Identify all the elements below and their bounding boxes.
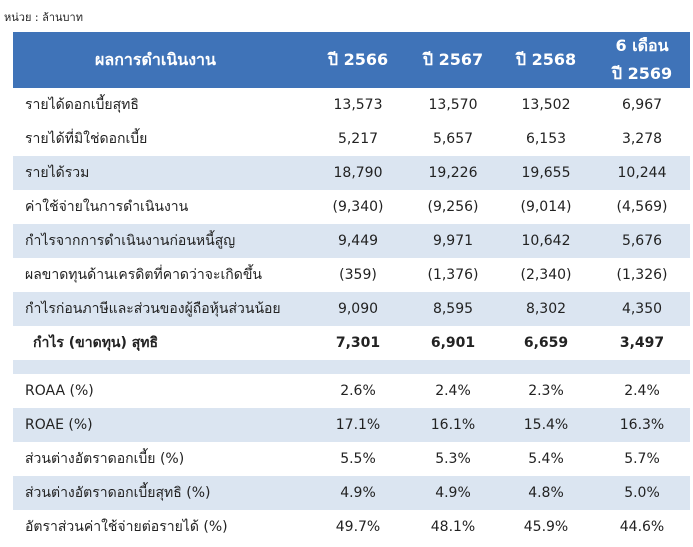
- header-cell: ปี 2568: [515, 49, 577, 69]
- row-label: อัตราส่วนค่าใช้จ่ายต่อรายได้ (%): [25, 519, 228, 535]
- table-row: ค่าใช้จ่ายในการดำเนินงาน (9,340) (9,256) (9…: [13, 190, 690, 224]
- row-label: กำไรก่อนภาษีและส่วนของผู้ถือหุ้นส่วนน้อย: [25, 301, 281, 317]
- cell-value: 5.4%: [528, 451, 564, 467]
- cell-value: (9,340): [332, 199, 384, 215]
- cell-value: 6,901: [430, 335, 476, 351]
- cell-value: 6,153: [525, 131, 567, 147]
- header-line: ปี 2569: [611, 64, 673, 83]
- cell-value: 2.3%: [528, 383, 564, 399]
- cell-value: 44.6%: [619, 519, 665, 535]
- cell-value: 4.9%: [435, 485, 471, 501]
- cell-value: 5.7%: [624, 451, 660, 467]
- cell-value: 19,655: [521, 165, 571, 181]
- table-row: ส่วนต่างอัตราดอกเบี้ยสุทธิ (%) 4.9% 4.9% 4.…: [13, 476, 690, 510]
- cell-value: 16.3%: [619, 417, 665, 433]
- cell-value: 48.1%: [430, 519, 476, 535]
- unit-label: หน่วย : ล้านบาท: [4, 11, 83, 24]
- cell-value: 10,244: [617, 165, 667, 181]
- cell-value: 13,573: [333, 97, 383, 113]
- table-row: อัตราส่วนค่าใช้จ่ายต่อรายได้ (%) 49.7% 48.…: [13, 510, 690, 544]
- table-row: รายได้ดอกเบี้ยสุทธิ 13,573 13,570 13,502 6,9…: [13, 88, 690, 122]
- cell-value: (1,326): [616, 267, 668, 283]
- cell-value: 17.1%: [335, 417, 381, 433]
- row-label: รายได้ดอกเบี้ยสุทธิ: [25, 97, 139, 113]
- row-label: ROAA (%): [25, 383, 94, 399]
- cell-value: (359): [339, 267, 377, 283]
- cell-value: 6,967: [621, 97, 663, 113]
- header-cell: ปี 2567: [422, 49, 484, 69]
- cell-value: 13,502: [521, 97, 571, 113]
- cell-value: 5,676: [621, 233, 663, 249]
- cell-value: 5.5%: [340, 451, 376, 467]
- table-row: ROAE (%) 17.1% 16.1% 15.4% 16.3%: [13, 408, 690, 442]
- row-label: รายได้ที่มิใช่ดอกเบี้ย: [25, 131, 148, 147]
- cell-value: 5.0%: [624, 485, 660, 501]
- header-cell: ปี 2566: [327, 49, 389, 69]
- spacer-row: [13, 360, 690, 374]
- header-line: 6 เดือน: [615, 36, 669, 55]
- cell-value: 5.3%: [435, 451, 471, 467]
- cell-value: 45.9%: [523, 519, 569, 535]
- header-row: ผลการดำเนินงาน ปี 2566 ปี 2567 ปี 2568 6 เดื…: [13, 32, 690, 88]
- table-row: กำไรก่อนภาษีและส่วนของผู้ถือหุ้นส่วนน้อย…: [13, 292, 690, 326]
- cell-value: 9,090: [337, 301, 379, 317]
- cell-value: (2,340): [520, 267, 572, 283]
- table-row: กำไร (ขาดทุน) สุทธิ 7,301 6,901 6,659 3,497: [13, 326, 690, 360]
- row-label: ส่วนต่างอัตราดอกเบี้ย (%): [25, 451, 185, 467]
- table-row: รายได้รวม 18,790 19,226 19,655 10,244: [13, 156, 690, 190]
- cell-value: 8,595: [432, 301, 474, 317]
- table-row: ส่วนต่างอัตราดอกเบี้ย (%) 5.5% 5.3% 5.4% 5.7…: [13, 442, 690, 476]
- table-row: ผลขาดทุนด้านเครดิตที่คาดว่าจะเกิดขึ้น (35…: [13, 258, 690, 292]
- cell-value: 13,570: [428, 97, 478, 113]
- cell-value: 9,971: [432, 233, 474, 249]
- row-label: ส่วนต่างอัตราดอกเบี้ยสุทธิ (%): [25, 485, 211, 501]
- row-label: ค่าใช้จ่ายในการดำเนินงาน: [25, 199, 189, 215]
- cell-value: 19,226: [428, 165, 478, 181]
- cell-value: (9,014): [520, 199, 572, 215]
- cell-value: 4.8%: [528, 485, 564, 501]
- cell-value: 16.1%: [430, 417, 476, 433]
- cell-value: 10,642: [521, 233, 571, 249]
- row-label: กำไร (ขาดทุน) สุทธิ: [33, 335, 159, 351]
- cell-value: 9,449: [337, 233, 379, 249]
- row-label: รายได้รวม: [25, 165, 90, 181]
- header-cell: 6 เดือนปี 2569: [598, 32, 686, 88]
- table-row: รายได้ที่มิใช่ดอกเบี้ย 5,217 5,657 6,153 3,2…: [13, 122, 690, 156]
- cell-value: 18,790: [333, 165, 383, 181]
- cell-value: 15.4%: [523, 417, 569, 433]
- cell-value: 49.7%: [335, 519, 381, 535]
- header-cell: ผลการดำเนินงาน: [95, 49, 216, 69]
- cell-value: (1,376): [427, 267, 479, 283]
- cell-value: 3,278: [621, 131, 663, 147]
- cell-value: (9,256): [427, 199, 479, 215]
- cell-value: 6,659: [523, 335, 569, 351]
- cell-value: 3,497: [619, 335, 665, 351]
- cell-value: 5,217: [337, 131, 379, 147]
- cell-value: 5,657: [432, 131, 474, 147]
- cell-value: (4,569): [616, 199, 668, 215]
- cell-value: 8,302: [525, 301, 567, 317]
- cell-value: 7,301: [335, 335, 381, 351]
- row-label: กำไรจากการดำเนินงานก่อนหนี้สูญ: [25, 233, 236, 249]
- row-label: ผลขาดทุนด้านเครดิตที่คาดว่าจะเกิดขึ้น: [25, 267, 262, 283]
- cell-value: 4.9%: [340, 485, 376, 501]
- table-row: ROAA (%) 2.6% 2.4% 2.3% 2.4%: [13, 374, 690, 408]
- cell-value: 2.4%: [624, 383, 660, 399]
- table-row: กำไรจากการดำเนินงานก่อนหนี้สูญ 9,449 9,971…: [13, 224, 690, 258]
- cell-value: 2.6%: [340, 383, 376, 399]
- cell-value: 4,350: [621, 301, 663, 317]
- row-label: ROAE (%): [25, 417, 93, 433]
- cell-value: 2.4%: [435, 383, 471, 399]
